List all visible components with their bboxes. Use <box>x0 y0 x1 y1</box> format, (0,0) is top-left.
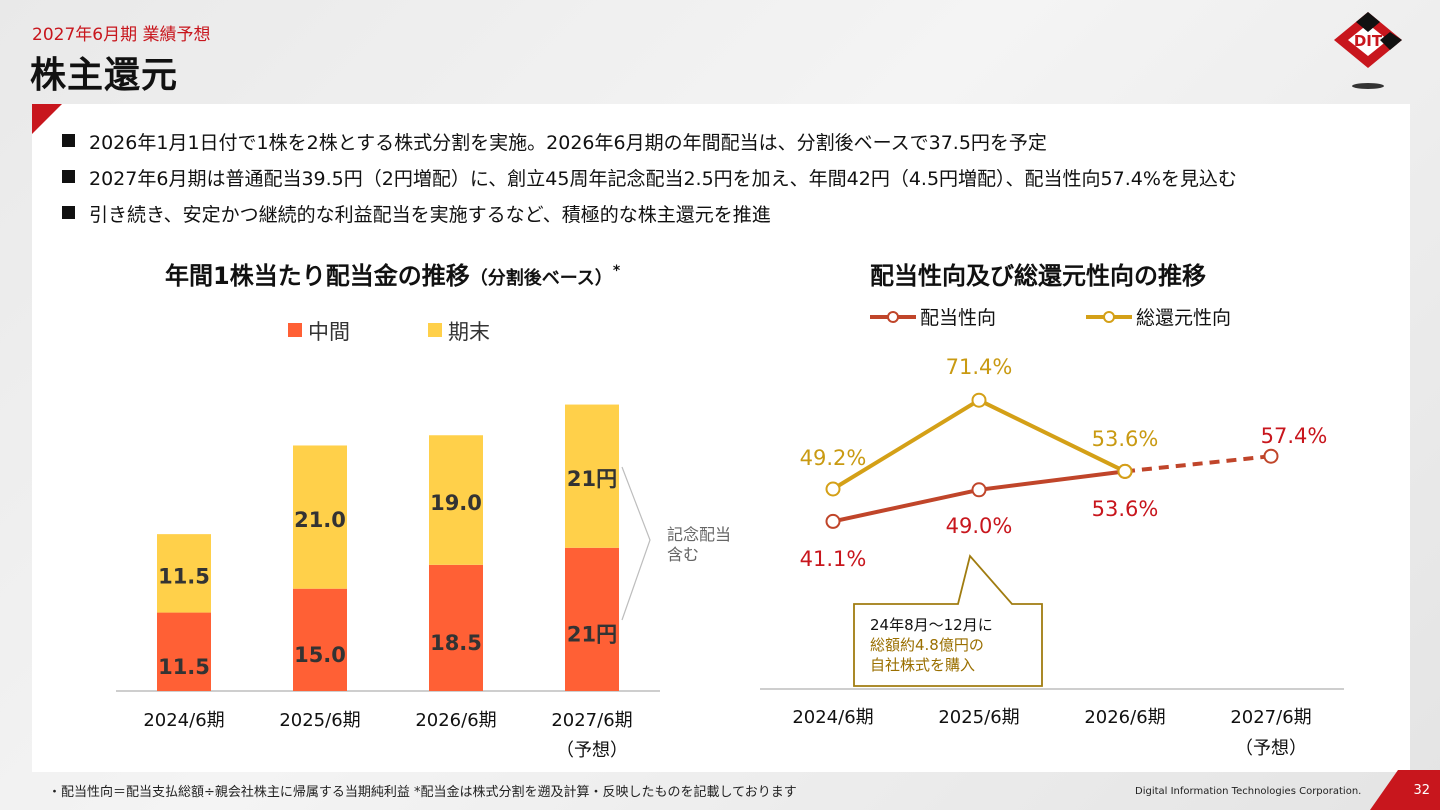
bar-期末 <box>565 404 619 548</box>
bar-中間 <box>565 547 619 691</box>
data-label-配当性向: 41.1% <box>800 547 867 571</box>
data-point-総還元性向 <box>1117 463 1133 479</box>
payout-chart-title: 配当性向及び総還元性向の推移 <box>870 262 1206 290</box>
bar-value-label: 15.0 <box>294 643 346 667</box>
bullet-item: 2026年1月1日付で1株を2株とする株式分割を実施。2026年6月期の年間配当… <box>62 128 1237 164</box>
x-tick-note: （予想） <box>556 740 628 761</box>
bar-value-label: 19.0 <box>430 491 482 515</box>
data-point-配当性向 <box>971 482 987 498</box>
data-label-配当性向: 53.6% <box>1092 497 1159 521</box>
company-name: Digital Information Technologies Corpora… <box>1135 786 1362 797</box>
square-bullet-icon <box>62 134 75 147</box>
bar-中間 <box>429 564 483 691</box>
page-title: 株主還元 <box>30 55 179 96</box>
data-point-配当性向 <box>825 513 841 529</box>
x-tick-label: 2026/6期 <box>1084 707 1165 728</box>
bar-value-label: 11.5 <box>158 655 210 679</box>
x-tick-label: 2026/6期 <box>415 710 496 731</box>
callout-box <box>853 554 1043 687</box>
legend-label: 期末 <box>448 320 490 344</box>
annotation-text: 記念配当 <box>667 525 731 544</box>
data-point-総還元性向 <box>971 392 987 408</box>
square-bullet-icon <box>62 170 75 183</box>
bar-value-label: 21円 <box>567 622 617 646</box>
bullet-list: 2026年1月1日付で1株を2株とする株式分割を実施。2026年6月期の年間配当… <box>62 128 1237 236</box>
annotation-bracket <box>621 466 651 621</box>
bar-期末 <box>293 445 347 589</box>
data-point-配当性向 <box>1263 448 1279 464</box>
callout-text: 総額約4.8億円の <box>870 636 984 654</box>
bar-value-label: 11.5 <box>158 564 210 588</box>
x-tick-label: 2025/6期 <box>938 707 1019 728</box>
data-label-配当性向: 57.4% <box>1261 424 1328 448</box>
legend-marker <box>1103 311 1115 323</box>
data-point-総還元性向 <box>825 481 841 497</box>
data-label-配当性向: 49.0% <box>946 514 1013 538</box>
bar-期末 <box>157 534 211 613</box>
footnote: ・配当性向＝配当支払総額÷親会社株主に帰属する当期純利益 *配当金は株式分割を遡… <box>48 785 797 800</box>
x-tick-label: 2024/6期 <box>143 710 224 731</box>
legend-swatch-中間 <box>288 323 302 337</box>
legend-swatch-期末 <box>428 323 442 337</box>
data-label-総還元性向: 71.4% <box>946 355 1013 379</box>
bar-中間 <box>293 588 347 691</box>
page-subtitle: 2027年6月期 業績予想 <box>32 25 211 45</box>
square-bullet-icon <box>62 206 75 219</box>
legend-label: 総還元性向 <box>1136 307 1231 329</box>
series-forecast-line <box>1124 454 1272 474</box>
dividend-chart-title: 年間1株当たり配当金の推移（分割後ベース）* <box>165 262 621 290</box>
data-label-総還元性向: 49.2% <box>800 446 867 470</box>
x-tick-label: 2027/6期 <box>551 710 632 731</box>
bar-期末 <box>429 435 483 565</box>
bar-value-label: 21.0 <box>294 508 346 532</box>
bar-value-label: 18.5 <box>430 631 482 655</box>
dit-logo: DIT <box>1334 12 1402 89</box>
legend-label: 配当性向 <box>920 307 996 329</box>
x-tick-note: （予想） <box>1235 738 1307 759</box>
panel-corner-accent <box>32 104 62 134</box>
x-tick-label: 2024/6期 <box>792 707 873 728</box>
bar-中間 <box>157 612 211 691</box>
annotation-text: 含む <box>667 545 699 564</box>
svg-text:DIT: DIT <box>1354 32 1383 50</box>
x-tick-label: 2027/6期 <box>1230 707 1311 728</box>
data-label-総還元性向: 53.6% <box>1092 427 1159 451</box>
x-tick-label: 2025/6期 <box>279 710 360 731</box>
content-panel <box>32 104 1410 772</box>
bar-value-label: 21円 <box>567 467 617 491</box>
bullet-item: 2027年6月期は普通配当39.5円（2円増配）に、創立45周年記念配当2.5円… <box>62 164 1237 200</box>
legend-label: 中間 <box>308 320 350 344</box>
legend-marker <box>887 311 899 323</box>
callout-text: 24年8月～12月に <box>870 616 993 634</box>
callout-text: 自社株式を購入 <box>870 656 975 674</box>
bullet-item: 引き続き、安定かつ継続的な利益配当を実施するなど、積極的な株主還元を推進 <box>62 200 1237 236</box>
